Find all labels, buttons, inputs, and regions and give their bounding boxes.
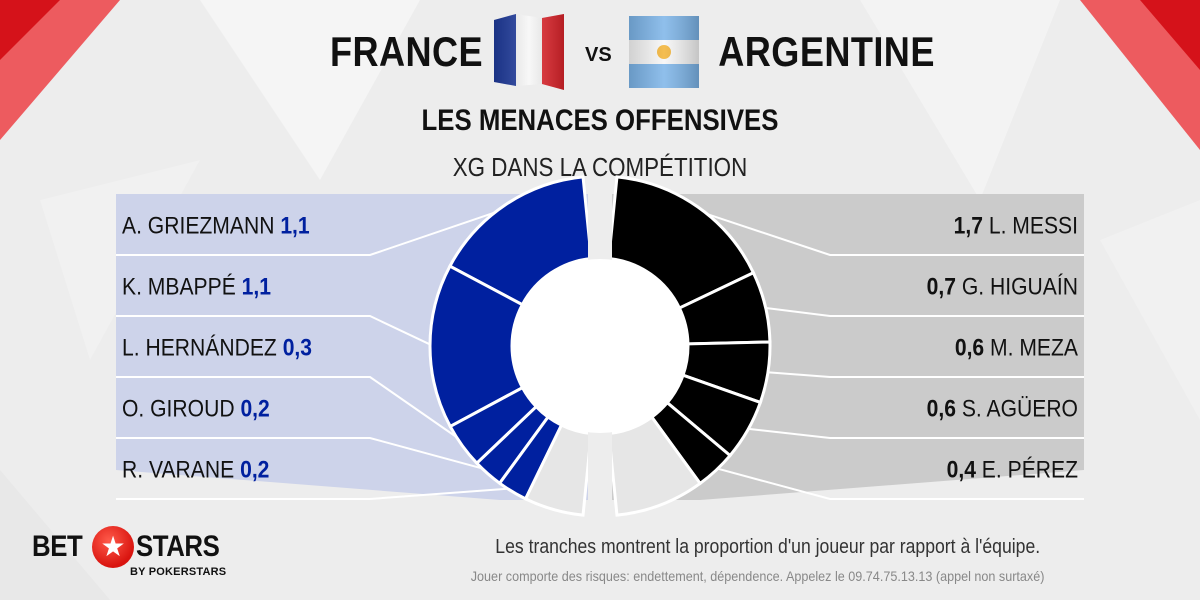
logo-bet-text: BET — [32, 530, 83, 563]
argentine-player-value: 0,6 — [927, 395, 962, 422]
footnote: Les tranches montrent la proportion d'un… — [495, 536, 1040, 558]
france-player-value: 0,2 — [240, 456, 269, 483]
leader-line — [116, 315, 435, 348]
france-player-value: 1,1 — [242, 273, 271, 300]
betstars-logo: BET ★ STARS BY POKERSTARS — [32, 526, 232, 586]
france-player-label: K. MBAPPÉ 1,1 — [122, 273, 271, 300]
argentine-player-value: 0,7 — [927, 273, 962, 300]
france-donut — [428, 175, 593, 517]
star-icon: ★ — [92, 526, 134, 568]
france-player-value: 1,1 — [280, 212, 309, 239]
logo-stars-text: STARS — [136, 530, 220, 563]
france-player-value: 0,2 — [240, 395, 269, 422]
argentine-slice — [607, 175, 756, 311]
leader-line — [761, 306, 1084, 317]
argentine-player-label: 0,4 E. PÉREZ — [947, 456, 1079, 483]
leader-line — [116, 437, 491, 472]
leader-line — [116, 207, 508, 256]
leader-line — [744, 427, 1084, 439]
france-flag-icon — [494, 14, 564, 90]
chart-subtitle: LES MENACES OFFENSIVES — [421, 104, 779, 137]
argentine-player-value: 0,4 — [947, 456, 982, 483]
france-rest-slice — [523, 423, 593, 517]
team-left-title: FRANCE — [330, 28, 484, 75]
argentine-player-label: 1,7 L. MESSI — [954, 212, 1078, 239]
logo-by-text: BY POKERSTARS — [130, 566, 227, 578]
argentine-player-label: 0,7 G. HIGUAÍN — [927, 273, 1078, 300]
france-player-value: 0,3 — [283, 334, 312, 361]
team-right-title: ARGENTINE — [718, 28, 935, 75]
leader-line — [116, 376, 467, 445]
disclaimer: Jouer comporte des risques: endettement,… — [470, 568, 1044, 584]
argentina-flag-icon — [629, 16, 699, 88]
vs-label: VS — [585, 44, 612, 66]
argentine-rest-slice — [607, 415, 703, 517]
france-player-label: L. HERNÁNDEZ 0,3 — [122, 334, 312, 361]
argentine-player-label: 0,6 S. AGÜERO — [927, 395, 1078, 422]
donut-hole — [513, 259, 687, 433]
france-player-label: O. GIROUD 0,2 — [122, 395, 270, 422]
leader-line — [116, 487, 515, 500]
france-player-label: A. GRIEZMANN 1,1 — [122, 212, 310, 239]
leader-line — [712, 466, 1084, 500]
argentine-player-label: 0,6 M. MEZA — [955, 334, 1079, 361]
argentine-donut — [607, 175, 772, 517]
france-player-label: R. VARANE 0,2 — [122, 456, 269, 483]
argentine-player-value: 0,6 — [955, 334, 990, 361]
leader-line — [695, 209, 1084, 256]
argentine-player-value: 1,7 — [954, 212, 989, 239]
leader-line — [763, 371, 1084, 378]
metric-label: XG DANS LA COMPÉTITION — [452, 152, 748, 182]
